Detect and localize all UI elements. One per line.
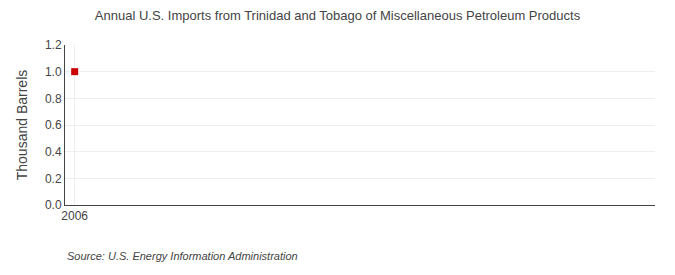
svg-text:0.4: 0.4 bbox=[45, 145, 62, 159]
svg-text:1.2: 1.2 bbox=[45, 38, 62, 52]
svg-text:0.2: 0.2 bbox=[45, 172, 62, 186]
svg-text:Thousand Barrels: Thousand Barrels bbox=[14, 70, 30, 181]
svg-text:Annual U.S. Imports from Trini: Annual U.S. Imports from Trinidad and To… bbox=[95, 8, 581, 23]
svg-text:Source: U.S. Energy Informatio: Source: U.S. Energy Information Administ… bbox=[67, 250, 298, 262]
svg-text:2006: 2006 bbox=[61, 209, 88, 223]
svg-text:0.0: 0.0 bbox=[45, 198, 62, 212]
svg-text:1.0: 1.0 bbox=[45, 65, 62, 79]
svg-text:0.6: 0.6 bbox=[45, 118, 62, 132]
svg-text:0.8: 0.8 bbox=[45, 92, 62, 106]
